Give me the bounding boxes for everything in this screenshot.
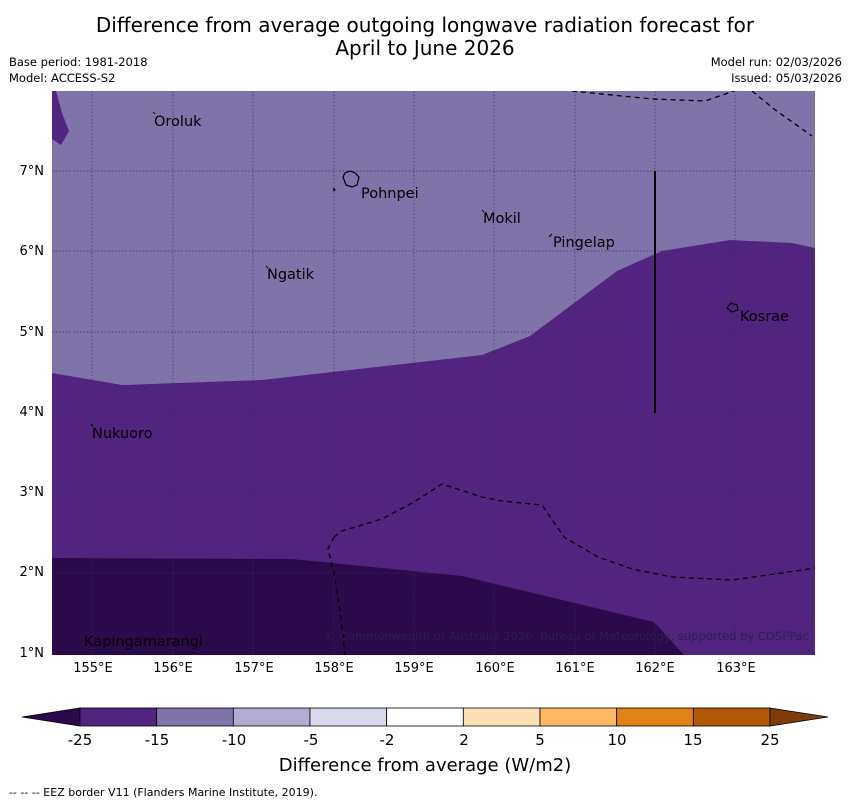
lon-label-160e: 160°E bbox=[475, 661, 515, 676]
place-label-kapingamarangi: Kapingamarangi bbox=[84, 634, 203, 650]
lon-label-158e: 158°E bbox=[314, 661, 354, 676]
colorbar-tick-2: -10 bbox=[221, 731, 247, 749]
colorbar-tick-8: 15 bbox=[683, 731, 703, 749]
lat-label-5n: 5°N bbox=[19, 325, 45, 340]
title-line-2: April to June 2026 bbox=[335, 36, 515, 60]
lat-label-7n: 7°N bbox=[19, 164, 45, 179]
colorbar-segment-4 bbox=[386, 707, 464, 727]
eez-border bbox=[327, 91, 815, 655]
band-minus-15-corner bbox=[52, 91, 69, 145]
lat-label-1n: 1°N bbox=[19, 646, 45, 661]
colorbar-segment-5 bbox=[462, 707, 541, 727]
map-title: Difference from average outgoing longwav… bbox=[0, 14, 850, 60]
colorbar-segment-0 bbox=[79, 707, 158, 727]
colorbar-segment-1 bbox=[156, 707, 234, 727]
colorbar-segment-6 bbox=[539, 707, 618, 727]
lat-label-6n: 6°N bbox=[19, 244, 45, 259]
map-canvas: Oroluk Pohnpei Mokil Pingelap Ngatik Kos… bbox=[52, 91, 815, 655]
place-label-kosrae: Kosrae bbox=[740, 309, 789, 325]
issued-date: Issued: 05/03/2026 bbox=[731, 71, 842, 85]
colorbar-segment-7 bbox=[616, 707, 694, 727]
band-below-minus-25 bbox=[52, 558, 684, 655]
meta-right: Model run: 02/03/2026 Issued: 05/03/2026 bbox=[711, 54, 842, 86]
kosrae-island bbox=[726, 302, 739, 313]
colorbar-segment-3 bbox=[309, 707, 388, 727]
copyright-notice: © Commonwealth of Australia 2026, Bureau… bbox=[325, 629, 809, 643]
islands bbox=[332, 170, 739, 313]
lon-label-156e: 156°E bbox=[153, 661, 193, 676]
lat-label-3n: 3°N bbox=[19, 485, 45, 500]
pohnpei-island bbox=[342, 170, 360, 188]
lon-label-162e: 162°E bbox=[635, 661, 675, 676]
colorbar-tick-1: -15 bbox=[144, 731, 170, 749]
colorbar-tick-5: 2 bbox=[459, 731, 469, 749]
colorbar-tick-9: 25 bbox=[760, 731, 780, 749]
place-label-ngatik: Ngatik bbox=[267, 267, 315, 283]
place-label-oroluk: Oroluk bbox=[154, 114, 202, 130]
place-label-nukuoro: Nukuoro bbox=[92, 426, 153, 442]
colorbar-segment-8 bbox=[692, 707, 771, 727]
title-line-1: Difference from average outgoing longwav… bbox=[95, 13, 755, 37]
place-label-pohnpei: Pohnpei bbox=[361, 186, 419, 202]
base-period: Base period: 1981-2018 bbox=[9, 55, 148, 69]
lon-label-155e: 155°E bbox=[73, 661, 113, 676]
place-label-pingelap: Pingelap bbox=[553, 235, 615, 251]
lon-label-161e: 161°E bbox=[555, 661, 595, 676]
graticule bbox=[52, 91, 815, 655]
meta-left: Base period: 1981-2018 Model: ACCESS-S2 bbox=[9, 54, 148, 86]
colorbar-tick-4: -2 bbox=[379, 731, 395, 749]
lat-label-4n: 4°N bbox=[19, 405, 45, 420]
lon-label-159e: 159°E bbox=[394, 661, 434, 676]
lon-label-163e: 163°E bbox=[716, 661, 756, 676]
colorbar-segment-2 bbox=[232, 707, 311, 727]
lon-label-157e: 157°E bbox=[234, 661, 274, 676]
ant-atoll bbox=[332, 187, 337, 192]
band-minus-15-to-minus-25 bbox=[52, 240, 815, 655]
colorbar-label: Difference from average (W/m2) bbox=[278, 755, 572, 776]
colorbar-tick-0: -25 bbox=[67, 731, 93, 749]
colorbar-tick-7: 10 bbox=[607, 731, 627, 749]
atoll-markers bbox=[90, 111, 553, 427]
lat-label-2n: 2°N bbox=[19, 565, 45, 580]
colorbar-extend-high bbox=[769, 707, 828, 727]
colorbar bbox=[22, 707, 828, 727]
model-name: Model: ACCESS-S2 bbox=[9, 71, 116, 85]
place-label-mokil: Mokil bbox=[483, 211, 521, 227]
colorbar-tick-3: -5 bbox=[303, 731, 319, 749]
eez-footnote: -- -- -- EEZ border V11 (Flanders Marine… bbox=[9, 786, 318, 799]
colorbar-tick-6: 5 bbox=[535, 731, 545, 749]
colorbar-extend-low bbox=[22, 707, 81, 727]
place-labels: Oroluk Pohnpei Mokil Pingelap Ngatik Kos… bbox=[84, 114, 789, 650]
model-run: Model run: 02/03/2026 bbox=[710, 55, 842, 69]
colorbar-segments bbox=[79, 707, 771, 727]
